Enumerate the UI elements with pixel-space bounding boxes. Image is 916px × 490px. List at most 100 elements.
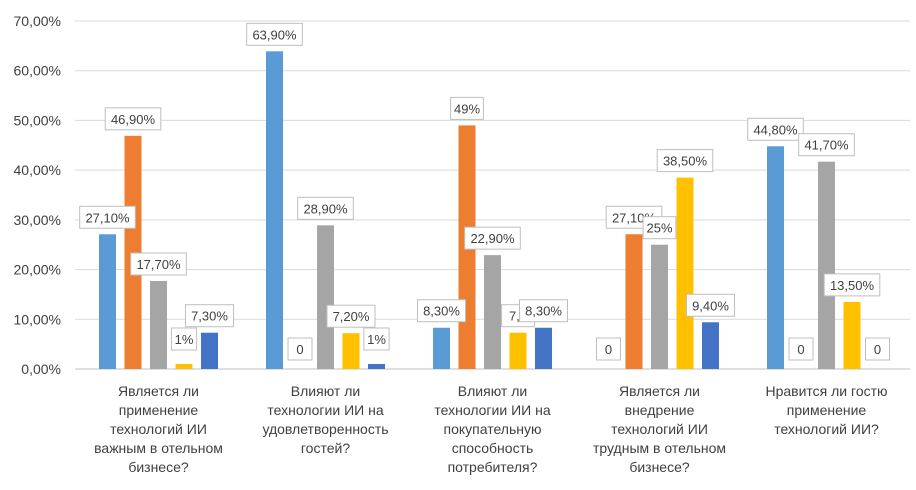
data-label-box (788, 337, 814, 361)
bar (201, 332, 218, 369)
bar (676, 177, 694, 369)
category-label-line: важным в отельном (94, 440, 223, 456)
data-label-box (464, 226, 521, 250)
category-label-line: Является ли (118, 383, 199, 399)
data-label-text: 44,80% (753, 122, 798, 137)
data-label-box (642, 216, 677, 240)
category-label-line: применение (119, 402, 199, 418)
data-label-text: 9,40% (692, 298, 729, 313)
data-label: 25% (642, 216, 677, 240)
category-label-line: технологии ИИ на (434, 402, 550, 418)
category-label-line: покупательную (444, 421, 542, 437)
y-tick-label: 60,00% (14, 63, 61, 79)
category-label-line: гостей? (301, 440, 350, 456)
data-label: 0 (287, 337, 313, 361)
data-label: 44,80% (747, 117, 804, 141)
data-label-text: 28,90% (303, 201, 348, 216)
category-label-line: способность (452, 440, 534, 456)
data-label: 28,90% (297, 196, 354, 220)
data-label-text: 1% (367, 332, 386, 347)
category-label-line: Является ли (619, 383, 700, 399)
data-label-text: 0 (874, 342, 881, 357)
data-label-text: 8,30% (525, 304, 562, 319)
data-label-box (656, 149, 714, 173)
bars (99, 51, 861, 370)
data-label: 7,20% (326, 304, 376, 328)
data-label-text: 17,70% (136, 257, 181, 272)
bar (843, 301, 861, 369)
data-label-text: 7,30% (191, 309, 228, 324)
data-label-box (170, 327, 198, 351)
category-label-line: Нравится ли гостю (765, 383, 887, 399)
category-label-line: Влияют ли (458, 383, 527, 399)
data-label-text: 49% (454, 101, 480, 116)
data-label: 46,90% (104, 107, 162, 131)
category-label-line: внедрение (625, 402, 695, 418)
data-label-text: 27,10% (85, 210, 130, 225)
category-label-line: удовлетворенность (262, 421, 388, 437)
data-label-text: 0 (797, 342, 804, 357)
data-label-box (519, 299, 568, 323)
data-label: 38,50% (656, 149, 714, 173)
bar (124, 135, 142, 369)
data-label-text: 63,90% (252, 27, 297, 42)
bar (266, 51, 283, 369)
data-label: 27,10% (79, 205, 136, 229)
y-tick-label: 30,00% (14, 212, 61, 228)
data-label-box (865, 337, 890, 361)
category-label-line: потребителя? (448, 459, 538, 475)
data-label-box (686, 293, 735, 317)
data-label-box (747, 117, 804, 141)
bar (625, 234, 643, 369)
category-label-line: бизнесе? (128, 459, 189, 475)
data-label-box (297, 196, 354, 220)
data-label: 1% (363, 327, 390, 351)
data-label: 22,90% (464, 226, 521, 250)
data-label: 0 (788, 337, 814, 361)
data-label-text: 0 (605, 342, 612, 357)
data-label: 49% (450, 96, 484, 120)
y-tick-label: 70,00% (14, 13, 61, 29)
data-label: 1% (170, 327, 198, 351)
y-tick-label: 40,00% (14, 162, 61, 178)
data-label-box (823, 273, 881, 297)
data-label-box (363, 327, 390, 351)
data-label-text: 41,70% (804, 138, 849, 153)
data-label-text: 8,30% (423, 304, 460, 319)
data-label-box (185, 304, 234, 328)
bar (702, 322, 719, 369)
data-label: 9,40% (686, 293, 735, 317)
bar (317, 225, 334, 369)
data-label-box (246, 22, 303, 46)
bar (368, 364, 385, 369)
bar (651, 244, 668, 369)
data-label-box (417, 299, 466, 323)
category-label-line: технологии ИИ на (267, 402, 383, 418)
data-label-text: 46,90% (111, 112, 156, 127)
data-label-box (104, 107, 162, 131)
category-label-line: Влияют ли (291, 383, 360, 399)
bar (767, 146, 784, 369)
y-tick-label: 20,00% (14, 262, 61, 278)
data-label: 63,90% (246, 22, 303, 46)
data-label-text: 38,50% (663, 154, 708, 169)
data-label: 41,70% (798, 133, 855, 157)
category-labels: Является ли применение технологий ИИ важным… (94, 383, 887, 475)
category-label-line: применение (787, 402, 867, 418)
y-tick-label: 50,00% (14, 112, 61, 128)
category-label-line: технологий ИИ (110, 421, 207, 437)
data-label-text: 1% (175, 332, 194, 347)
data-label: 17,70% (130, 252, 187, 276)
bar (99, 234, 116, 369)
data-labels: 27,10% 46,90% 17,70% 1% 7,30% 63,90% 0 28,90% 7,… (79, 22, 890, 361)
bar (342, 333, 360, 369)
bar (433, 327, 450, 369)
bar (535, 327, 552, 369)
bar (509, 332, 527, 369)
y-axis-ticks: 0,00% 10,00% 20,00% 30,00% 40,00% 50,00% 60,00… (14, 13, 61, 377)
data-label-text: 25% (646, 221, 672, 236)
y-tick-label: 10,00% (14, 311, 61, 327)
category-label-line: технологий ИИ? (774, 421, 879, 437)
bar (150, 281, 167, 369)
